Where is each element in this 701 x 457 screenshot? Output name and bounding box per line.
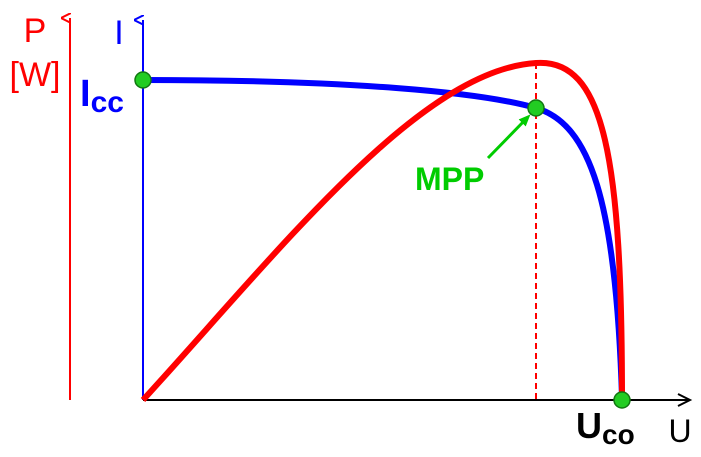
u-axis-label: U xyxy=(668,413,691,449)
p-unit-label: [W] xyxy=(10,56,61,94)
icc-point xyxy=(134,71,152,89)
pv-curve xyxy=(140,59,625,403)
i-axis-label: I xyxy=(114,14,123,52)
uco-main: U xyxy=(576,405,602,446)
mpp-arrow xyxy=(486,114,531,160)
uco-label: Uco xyxy=(576,405,635,450)
p-axis-label: P xyxy=(24,12,47,50)
mpp-label: MPP xyxy=(415,161,484,197)
icc-label: Icc xyxy=(80,73,124,119)
u-axis-arrow xyxy=(677,393,693,407)
icc-sub: cc xyxy=(91,86,124,119)
mpp-point xyxy=(527,99,545,117)
icc-main: I xyxy=(80,73,91,115)
uco-sub: co xyxy=(602,419,635,450)
iv-curve xyxy=(142,77,625,399)
uco-point xyxy=(613,391,631,409)
